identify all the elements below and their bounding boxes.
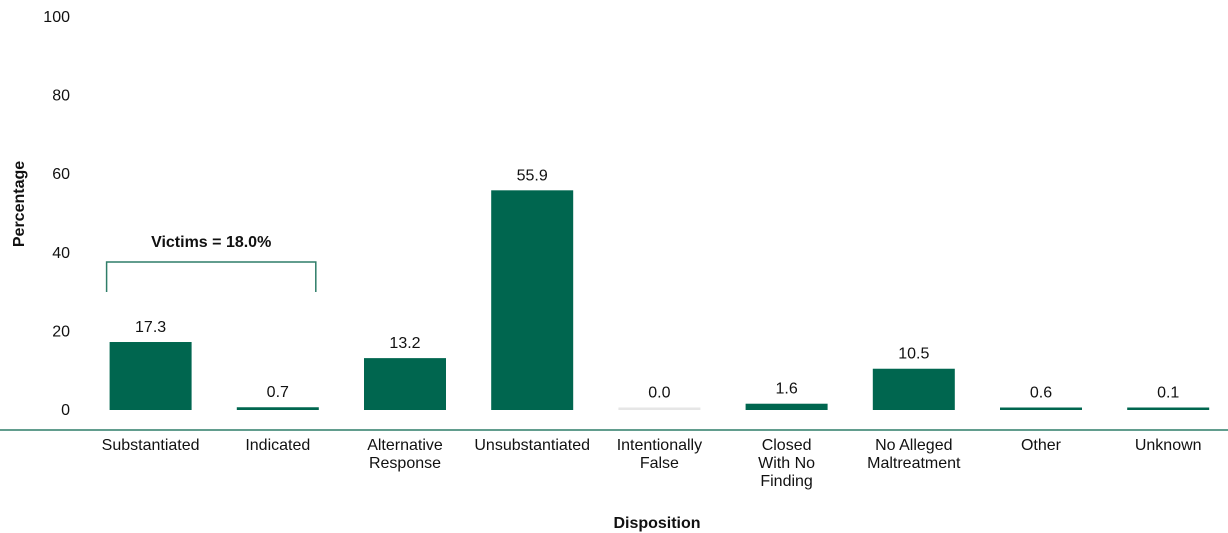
y-tick-label: 0	[61, 402, 70, 419]
y-axis-title: Percentage	[11, 161, 28, 247]
category-label: Indicated	[245, 437, 310, 454]
category-label: Unsubstantiated	[474, 437, 590, 454]
category-label-line: Indicated	[245, 437, 310, 454]
category-label-line: Response	[369, 455, 441, 472]
category-label-line: False	[640, 455, 679, 472]
y-tick-label: 60	[52, 166, 70, 183]
bar	[1127, 407, 1210, 410]
victims-bracket: Victims = 18.0%	[105, 234, 317, 292]
bar	[364, 358, 446, 410]
bars	[109, 190, 1210, 410]
category-label: Closed With No Finding	[758, 437, 815, 490]
category-label-line: Unknown	[1135, 437, 1202, 454]
category-label-line: Maltreatment	[867, 455, 961, 472]
category-label: Other	[1021, 437, 1062, 454]
category-label-line: Other	[1021, 437, 1062, 454]
y-tick-label: 80	[52, 88, 70, 105]
bar	[745, 403, 828, 410]
bar	[236, 407, 319, 410]
category-label: Unknown	[1135, 437, 1202, 454]
category-label: Intentionally False	[617, 437, 702, 472]
x-axis: Substantiated Indicated Alternative Respons…	[0, 429, 1228, 490]
category-label: Alternative Response	[367, 437, 443, 472]
category-label-line: Substantiated	[102, 437, 200, 454]
category-label-line: With No	[758, 455, 815, 472]
category-label: No Alleged Maltreatment	[867, 437, 961, 472]
category-label: Substantiated	[102, 437, 200, 454]
category-label-line: No Alleged	[875, 437, 952, 454]
bar-value-label: 0.1	[1157, 385, 1179, 402]
bar	[109, 342, 192, 410]
y-tick-label: 40	[52, 245, 70, 262]
bar-value-label: 0.0	[648, 385, 670, 402]
bracket-label: Victims = 18.0%	[151, 234, 271, 251]
bar	[491, 190, 574, 410]
bar	[872, 368, 955, 410]
category-label-line: Finding	[760, 473, 812, 490]
bar-value-label: 13.2	[389, 335, 420, 352]
category-label-line: Intentionally	[617, 437, 702, 454]
category-label-line: Unsubstantiated	[474, 437, 590, 454]
x-axis-title: Disposition	[613, 515, 700, 532]
bar	[618, 407, 701, 410]
bar-value-label: 0.6	[1030, 385, 1052, 402]
category-label-line: Alternative	[367, 437, 443, 454]
bar-value-label: 55.9	[517, 167, 548, 184]
bracket-line	[105, 261, 317, 292]
y-tick-label: 100	[43, 9, 70, 26]
bar	[1000, 407, 1082, 410]
bar-value-label: 17.3	[135, 319, 166, 336]
category-label-line: Closed	[762, 437, 812, 454]
y-tick-label: 20	[52, 323, 70, 340]
bar-value-label: 1.6	[775, 381, 797, 398]
bar-value-label: 0.7	[267, 384, 289, 401]
data-labels: 17.3 0.7 13.2 55.9 0.0 1.6 10.5 0.6 0.1	[135, 167, 1179, 401]
y-axis: 0 20 40 60 80 100	[43, 9, 70, 419]
bar-value-label: 10.5	[898, 346, 929, 363]
